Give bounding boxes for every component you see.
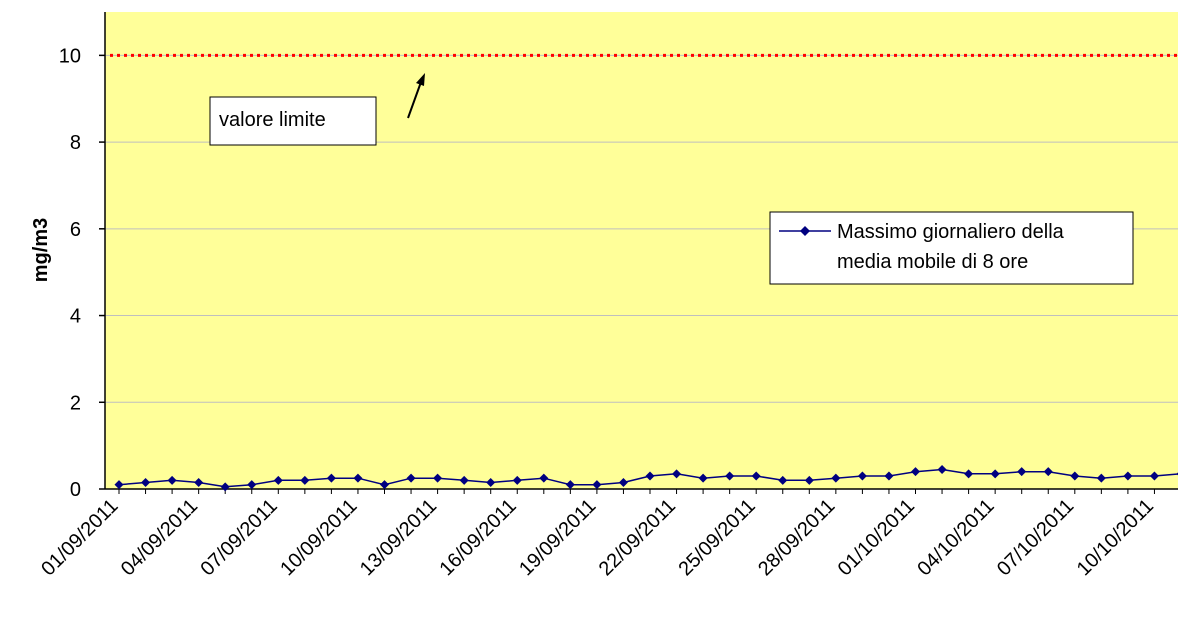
data-point (326, 473, 336, 483)
data-point (964, 469, 974, 479)
data-point (857, 471, 867, 481)
data-point (273, 475, 283, 485)
data-point (141, 477, 151, 487)
x-tick-label: 13/09/2011 (356, 495, 441, 580)
x-tick-label: 07/10/2011 (993, 495, 1078, 580)
data-point (1123, 471, 1133, 481)
data-point (380, 480, 389, 490)
y-tick-label: 2 (70, 392, 81, 414)
data-point (167, 475, 177, 485)
data-point (433, 473, 443, 483)
data-point (1043, 467, 1053, 477)
data-point (592, 480, 602, 490)
y-tick-label: 8 (70, 132, 81, 154)
data-point (300, 475, 310, 485)
data-point (911, 467, 920, 477)
x-tick-label: 01/09/2011 (37, 495, 122, 580)
series-points (114, 464, 1178, 492)
data-point (114, 480, 124, 490)
data-point (539, 473, 549, 483)
x-tick-label: 10/09/2011 (276, 495, 361, 580)
data-point (1149, 471, 1159, 481)
annotation-arrow (407, 81, 422, 119)
legend: Massimo giornaliero della media mobile di… (769, 211, 1134, 285)
data-point (618, 477, 628, 487)
y-tick-label: 6 (70, 219, 81, 241)
legend-label-line: media mobile di 8 ore (837, 251, 1028, 273)
data-point (751, 471, 761, 481)
annotation-text: valore limite (219, 109, 326, 131)
y-ticks: 0 2 4 6 8 10 (59, 45, 105, 501)
data-point (672, 469, 682, 479)
x-tick-label: 16/09/2011 (435, 495, 520, 580)
x-tick-label: 07/09/2011 (197, 495, 282, 580)
data-point (1070, 471, 1080, 481)
y-tick-label: 10 (59, 45, 81, 67)
x-tick-label: 01/10/2011 (834, 495, 919, 580)
data-point (353, 473, 363, 483)
data-point (565, 480, 575, 490)
legend-marker (800, 226, 810, 236)
data-point (220, 482, 230, 492)
data-point (645, 471, 655, 481)
x-tick-label: 10/10/2011 (1073, 495, 1158, 580)
data-point (406, 473, 416, 483)
x-tick-label: 04/09/2011 (117, 495, 202, 580)
data-point (884, 471, 894, 481)
x-tick-label: 25/09/2011 (674, 495, 759, 580)
data-point (831, 473, 841, 483)
x-tick-label: 04/10/2011 (913, 495, 998, 580)
annotation-box: valore limite (209, 96, 377, 146)
data-point (937, 464, 947, 474)
data-point (804, 475, 814, 485)
y-tick-label: 4 (70, 306, 81, 328)
data-point (247, 480, 257, 490)
y-tick-label: 0 (70, 479, 81, 501)
annotation-arrowhead (416, 73, 425, 86)
data-point (725, 471, 735, 481)
x-ticks: 01/09/201104/09/201107/09/201110/09/2011… (37, 489, 1158, 580)
data-point (1096, 473, 1106, 483)
legend-label-line: Massimo giornaliero della (837, 221, 1065, 243)
legend-box (769, 211, 1134, 285)
x-tick-label: 22/09/2011 (595, 495, 680, 580)
data-point (1017, 467, 1027, 477)
data-point (778, 475, 788, 485)
data-point (990, 469, 1000, 479)
x-tick-label: 19/09/2011 (515, 495, 600, 580)
legend-label: Massimo giornaliero della media mobile di… (837, 221, 1065, 273)
y-axis-title: mg/m3 (30, 218, 52, 282)
data-point (194, 477, 204, 487)
x-tick-label: 28/09/2011 (754, 495, 839, 580)
data-point (486, 477, 496, 487)
data-point (698, 473, 708, 483)
data-point (512, 475, 522, 485)
data-point (459, 475, 469, 485)
